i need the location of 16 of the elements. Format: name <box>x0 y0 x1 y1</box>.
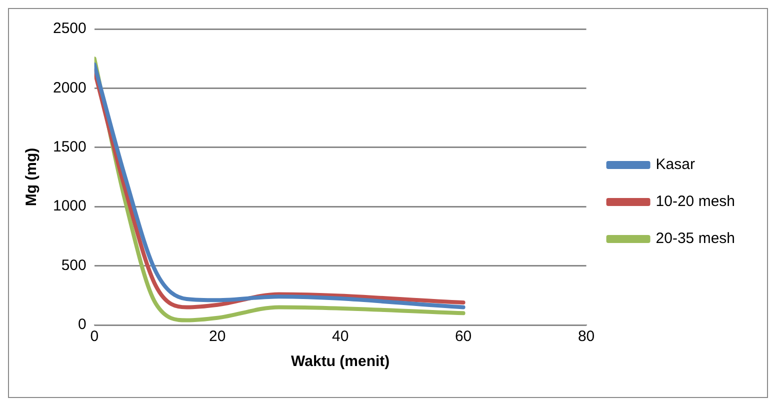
x-tick-label: 80 <box>578 328 595 346</box>
y-tick-label: 1500 <box>52 138 86 156</box>
x-tick-label: 40 <box>332 328 349 346</box>
x-tick-label: 0 <box>90 328 99 346</box>
y-tick-label: 0 <box>78 316 86 334</box>
y-tick-label: 500 <box>61 256 86 274</box>
legend-label: 20-35 mesh <box>656 230 736 248</box>
x-axis-title: Waktu (menit) <box>291 353 390 370</box>
y-tick-label: 2000 <box>52 79 86 96</box>
x-tick-label: 20 <box>209 328 226 346</box>
x-tick-label: 60 <box>454 328 472 346</box>
y-tick-label: 2500 <box>52 20 86 38</box>
legend-label: 10-20 mesh <box>656 193 736 210</box>
legend-label: Kasar <box>656 156 695 174</box>
y-tick-label: 1000 <box>52 198 86 215</box>
y-axis-title: Mg (mg) <box>23 148 40 206</box>
